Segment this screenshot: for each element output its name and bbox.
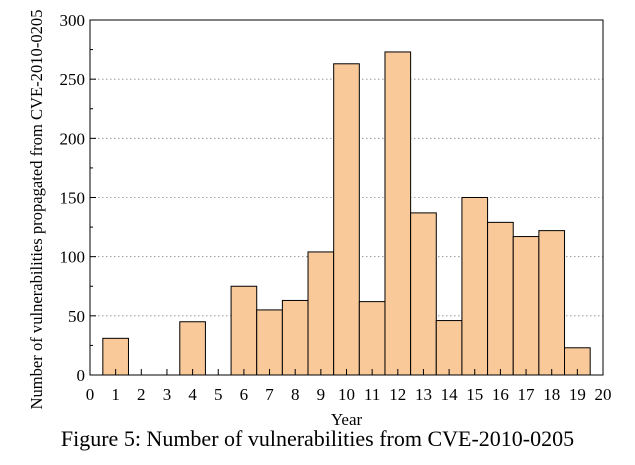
bar-year-18 (538, 230, 566, 376)
bar-year-16 (487, 221, 514, 376)
x-tick-label: 6 (240, 385, 249, 404)
bar-year-6 (230, 285, 258, 376)
x-axis-title: Year (331, 410, 363, 429)
x-tick-label: 8 (291, 385, 300, 404)
bar-year-9 (307, 251, 335, 376)
x-tick-label: 12 (389, 385, 406, 404)
bars (102, 51, 591, 376)
x-tick-label: 19 (569, 385, 586, 404)
x-tick-label: 9 (317, 385, 326, 404)
x-tick-label: 4 (188, 385, 197, 404)
x-tick-label: 2 (137, 385, 146, 404)
bar-year-15 (461, 197, 489, 376)
y-tick-label: 150 (60, 189, 86, 208)
x-tick-label: 16 (492, 385, 509, 404)
y-tick-label: 0 (77, 366, 86, 385)
bar-year-1 (102, 337, 129, 376)
x-tick-label: 5 (214, 385, 223, 404)
x-tick-label: 13 (415, 385, 432, 404)
x-tick-label: 14 (441, 385, 459, 404)
x-tick-label: 17 (518, 385, 536, 404)
x-tick-label: 3 (163, 385, 172, 404)
y-axis-title: Number of vulnerabilities propagated fro… (27, 10, 46, 410)
bar-year-17 (512, 236, 540, 376)
y-tick-label: 300 (60, 11, 86, 30)
bar-year-10 (333, 63, 360, 376)
bar-year-13 (410, 212, 437, 376)
bar-year-11 (358, 301, 386, 376)
x-tick-label: 0 (86, 385, 95, 404)
bar-year-7 (256, 309, 283, 376)
x-tick-label: 10 (338, 385, 355, 404)
y-tick-label: 250 (60, 70, 86, 89)
y-tick-label: 100 (60, 248, 86, 267)
x-axis: 0 1 2 3 4 5 6 7 8 9 10 11 12 13 14 15 16 17 18 19 20 (86, 369, 612, 404)
y-axis: 0 50 100 150 200 250 300 (60, 11, 96, 385)
x-tick-label: 15 (466, 385, 483, 404)
y-tick-label: 200 (60, 129, 86, 148)
x-tick-label: 20 (595, 385, 612, 404)
x-tick-label: 7 (265, 385, 274, 404)
x-tick-label: 18 (543, 385, 560, 404)
y-tick-label: 50 (68, 307, 85, 326)
figure-caption: Figure 5: Number of vulnerabilities from… (60, 426, 575, 451)
bar-year-8 (281, 299, 309, 376)
bar-year-12 (384, 51, 412, 376)
bar-year-14 (435, 320, 463, 376)
x-tick-label: 1 (111, 385, 120, 404)
x-tick-label: 11 (364, 385, 380, 404)
bar-year-4 (179, 321, 206, 376)
